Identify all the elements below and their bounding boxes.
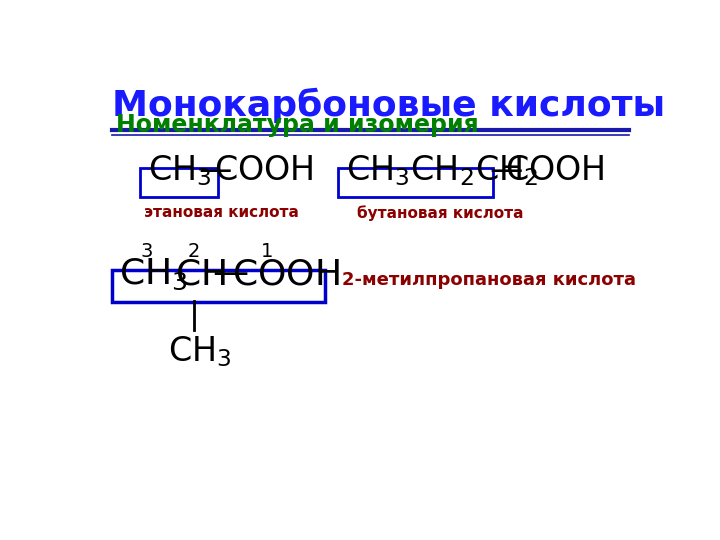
Text: Номенклатура и изомерия: Номенклатура и изомерия: [117, 112, 479, 137]
Text: Монокарбоновые кислоты: Монокарбоновые кислоты: [112, 88, 665, 123]
Text: 2: 2: [188, 242, 200, 261]
Bar: [140, 168, 218, 197]
Text: $\mathregular{COOH}$: $\mathregular{COOH}$: [214, 154, 314, 187]
Text: $\mathregular{CH_3}$: $\mathregular{CH_3}$: [148, 153, 212, 188]
Text: 2-метилпропановая кислота: 2-метилпропановая кислота: [342, 272, 636, 289]
Text: —: —: [489, 154, 523, 187]
Text: бутановая кислота: бутановая кислота: [357, 205, 524, 221]
Text: $\mathregular{CH_3}$: $\mathregular{CH_3}$: [168, 334, 231, 369]
Text: $\mathregular{CH_3}$: $\mathregular{CH_3}$: [120, 257, 188, 292]
Text: —: —: [199, 154, 232, 187]
Text: $\mathregular{COOH}$: $\mathregular{COOH}$: [232, 257, 340, 291]
Bar: [112, 269, 325, 302]
Text: —: —: [212, 257, 248, 291]
Text: этановая кислота: этановая кислота: [144, 205, 299, 220]
Text: $\mathregular{COOH}$: $\mathregular{COOH}$: [505, 154, 604, 187]
Text: $\mathregular{CH_3CH_2CH_2}$: $\mathregular{CH_3CH_2CH_2}$: [346, 153, 539, 188]
Text: $\mathregular{CH}$: $\mathregular{CH}$: [175, 257, 226, 291]
Bar: [338, 168, 493, 197]
Text: 1: 1: [261, 242, 273, 261]
Text: 3: 3: [140, 242, 153, 261]
